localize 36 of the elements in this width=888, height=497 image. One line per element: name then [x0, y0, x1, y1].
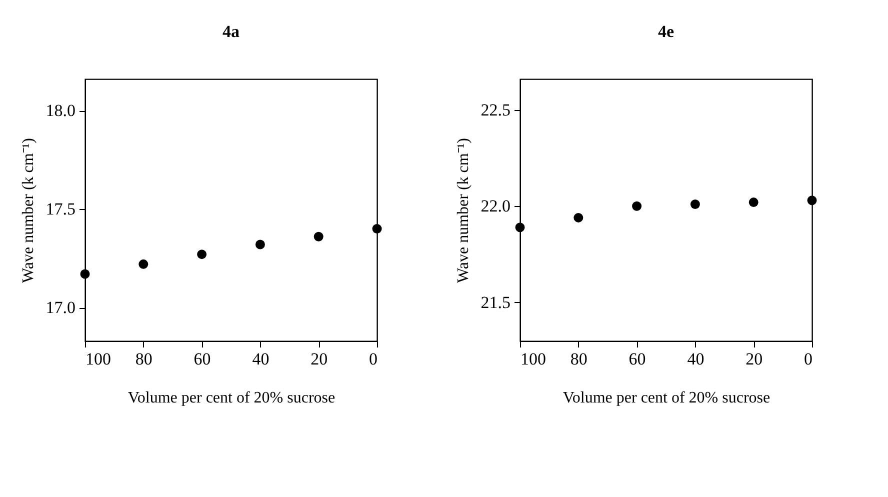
y-tick-label: 21.5	[480, 292, 510, 312]
y-tick-label: 17.5	[46, 200, 76, 219]
x-axis-title: Volume per cent of 20% sucrose	[562, 390, 770, 406]
point	[748, 198, 758, 208]
x-tick-label: 60	[194, 350, 211, 368]
x-tick-label: 100	[520, 350, 546, 368]
y-tick-label: 18.0	[46, 101, 76, 120]
point	[197, 250, 207, 260]
point	[574, 212, 584, 222]
point	[690, 199, 700, 209]
x-tick-label: 0	[369, 350, 378, 368]
x-tick-label: 40	[252, 350, 270, 368]
point	[372, 224, 382, 234]
y-axis-title: Wave number (k cm⁻¹)	[454, 138, 472, 283]
chart-title: 4e	[658, 22, 674, 41]
chart-title: 4a	[222, 22, 240, 41]
y-tick-label: 22.0	[480, 196, 510, 216]
x-tick-label: 100	[86, 350, 111, 368]
y-tick-label: 22.5	[480, 100, 510, 120]
point	[138, 259, 148, 269]
x-axis-title: Volume per cent of 20% sucrose	[128, 390, 336, 406]
x-tick-label: 60	[628, 350, 646, 368]
point	[515, 222, 525, 232]
x-tick-label: 0	[804, 350, 812, 368]
x-tick-label: 80	[570, 350, 588, 368]
x-tick-label: 20	[310, 350, 328, 368]
point	[255, 240, 265, 250]
y-tick-label: 17.0	[46, 298, 76, 318]
point	[632, 201, 642, 211]
x-tick-label: 20	[746, 350, 763, 368]
x-tick-label: 80	[135, 350, 152, 368]
y-axis-title: Wave number (k cm⁻¹)	[20, 138, 37, 283]
point	[807, 196, 817, 206]
point	[314, 232, 324, 242]
point	[80, 269, 90, 279]
x-tick-label: 40	[687, 350, 704, 368]
